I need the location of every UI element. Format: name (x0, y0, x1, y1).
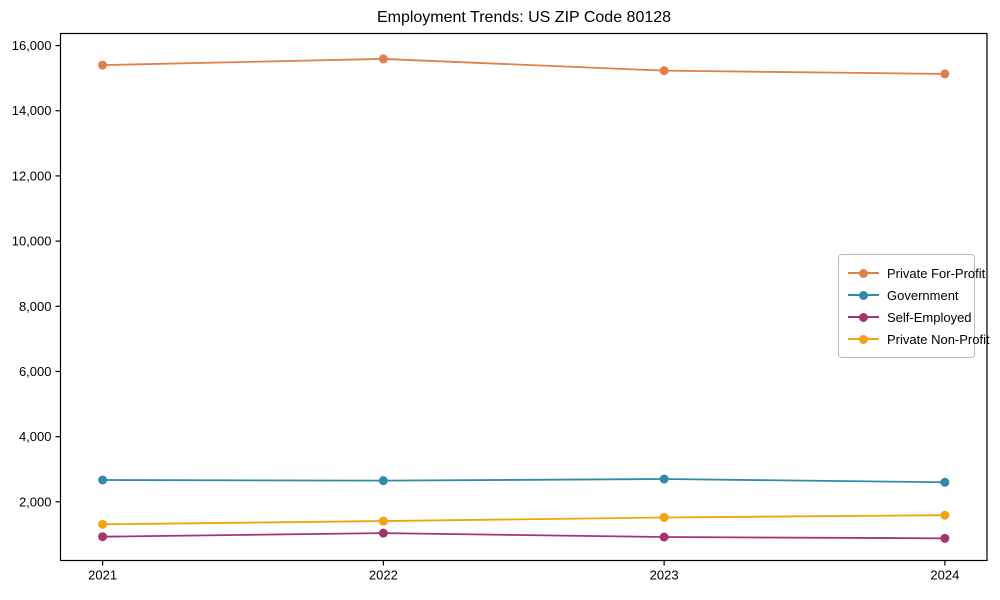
legend-line-marker-icon (848, 290, 879, 300)
svg-text:12,000: 12,000 (12, 168, 52, 183)
svg-text:2022: 2022 (369, 568, 398, 583)
svg-text:14,000: 14,000 (12, 103, 52, 118)
svg-text:4,000: 4,000 (19, 429, 52, 444)
legend: Private For-Profit Government Self-Emplo… (838, 254, 990, 358)
svg-text:2,000: 2,000 (19, 494, 52, 509)
svg-text:2024: 2024 (930, 568, 959, 583)
legend-item: Government (848, 284, 965, 306)
svg-text:16,000: 16,000 (12, 38, 52, 53)
svg-text:2023: 2023 (650, 568, 679, 583)
legend-line-marker-icon (848, 312, 879, 322)
legend-label: Private For-Profit (887, 265, 986, 281)
svg-text:2021: 2021 (88, 568, 117, 583)
svg-text:8,000: 8,000 (19, 299, 52, 314)
svg-text:6,000: 6,000 (19, 364, 52, 379)
legend-item: Self-Employed (848, 306, 972, 328)
chart-title: Employment Trends: US ZIP Code 80128 (376, 9, 672, 26)
legend-item: Private Non-Profit (848, 328, 990, 350)
legend-item: Private For-Profit (848, 262, 985, 284)
legend-line-marker-icon (848, 268, 879, 278)
legend-label: Self-Employed (887, 309, 972, 325)
svg-text:10,000: 10,000 (12, 234, 52, 249)
legend-line-marker-icon (848, 334, 879, 344)
legend-label: Government (887, 287, 959, 303)
legend-label: Private Non-Profit (887, 331, 990, 347)
